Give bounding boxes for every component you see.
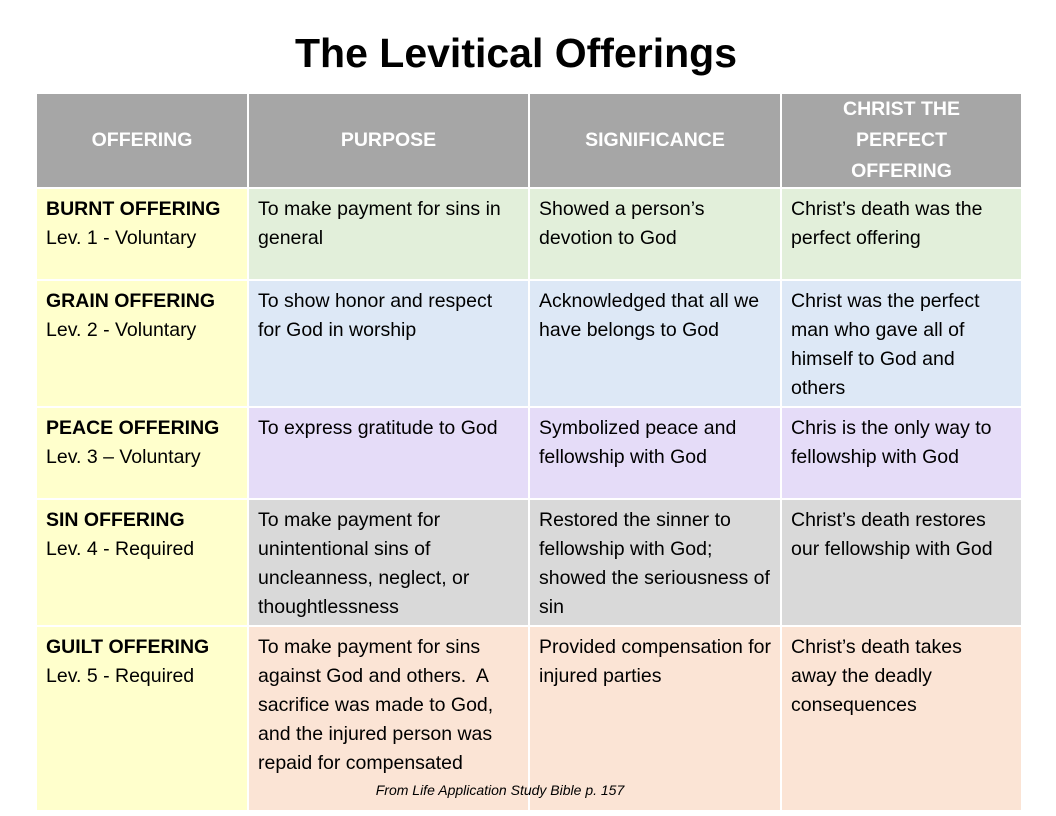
offering-cell: BURNT OFFERING Lev. 1 - Voluntary (35, 187, 249, 281)
offering-name: SIN OFFERING (46, 509, 185, 531)
table-row: PEACE OFFERING Lev. 3 – Voluntary To expre… (35, 406, 1023, 500)
table-cell: Symbolized peace and fellowship with God (528, 406, 782, 500)
offering-detail: Lev. 1 - Voluntary (46, 227, 197, 249)
column-header: CHRIST THE PERFECT OFFERING (780, 92, 1023, 189)
offerings-table: OFFERING PURPOSE SIGNIFICANCE CHRIST THE PE… (35, 92, 1023, 812)
table-row: BURNT OFFERING Lev. 1 - Voluntary To make … (35, 187, 1023, 281)
offering-cell: SIN OFFERING Lev. 4 - Required (35, 498, 249, 627)
table-row: GRAIN OFFERING Lev. 2 - Voluntary To show … (35, 279, 1023, 408)
table-cell: Christ’s death takes away the deadly con… (780, 625, 1023, 812)
table-cell: Restored the sinner to fellowship with G… (528, 498, 782, 627)
table-cell: To make payment for unintentional sins o… (247, 498, 530, 627)
table-cell: Christ’s death restores our fellowship w… (780, 498, 1023, 627)
table-cell: To make payment for sins against God and… (247, 625, 530, 812)
offering-name: GRAIN OFFERING (46, 290, 215, 312)
table-cell: Chris is the only way to fellowship with… (780, 406, 1023, 500)
header-row: OFFERING PURPOSE SIGNIFICANCE CHRIST THE PE… (35, 92, 1023, 189)
offering-detail: Lev. 3 – Voluntary (46, 446, 201, 468)
column-header: OFFERING (35, 92, 249, 189)
offering-detail: Lev. 4 - Required (46, 538, 195, 560)
offering-cell: PEACE OFFERING Lev. 3 – Voluntary (35, 406, 249, 500)
title: The Levitical Offerings (295, 30, 737, 76)
offering-cell: GRAIN OFFERING Lev. 2 - Voluntary (35, 279, 249, 408)
table-row: SIN OFFERING Lev. 4 - Required To make pay… (35, 498, 1023, 627)
offering-name: GUILT OFFERING (46, 636, 210, 658)
column-header: PURPOSE (247, 92, 530, 189)
table-cell: To make payment for sins in general (247, 187, 530, 281)
table-cell: Christ was the perfect man who gave all … (780, 279, 1023, 408)
column-header: SIGNIFICANCE (528, 92, 782, 189)
offering-detail: Lev. 5 - Required (46, 665, 195, 687)
offering-name: PEACE OFFERING (46, 417, 220, 439)
footnote: From Life Application Study Bible p. 157 (375, 782, 625, 798)
table-cell: To express gratitude to God (247, 406, 530, 500)
table-cell: To show honor and respect for God in wor… (247, 279, 530, 408)
table-row: GUILT OFFERING Lev. 5 - Required To make p… (35, 625, 1023, 812)
offering-name: BURNT OFFERING (46, 198, 221, 220)
table-cell: Acknowledged that all we have belongs to… (528, 279, 782, 408)
table-body: BURNT OFFERING Lev. 1 - Voluntary To make … (35, 187, 1023, 812)
offering-cell: GUILT OFFERING Lev. 5 - Required (35, 625, 249, 812)
table-cell: Christ’s death was the perfect offering (780, 187, 1023, 281)
table-cell: Provided compensation for injured partie… (528, 625, 782, 812)
table-cell: Showed a person’s devotion to God (528, 187, 782, 281)
offering-detail: Lev. 2 - Voluntary (46, 319, 197, 341)
